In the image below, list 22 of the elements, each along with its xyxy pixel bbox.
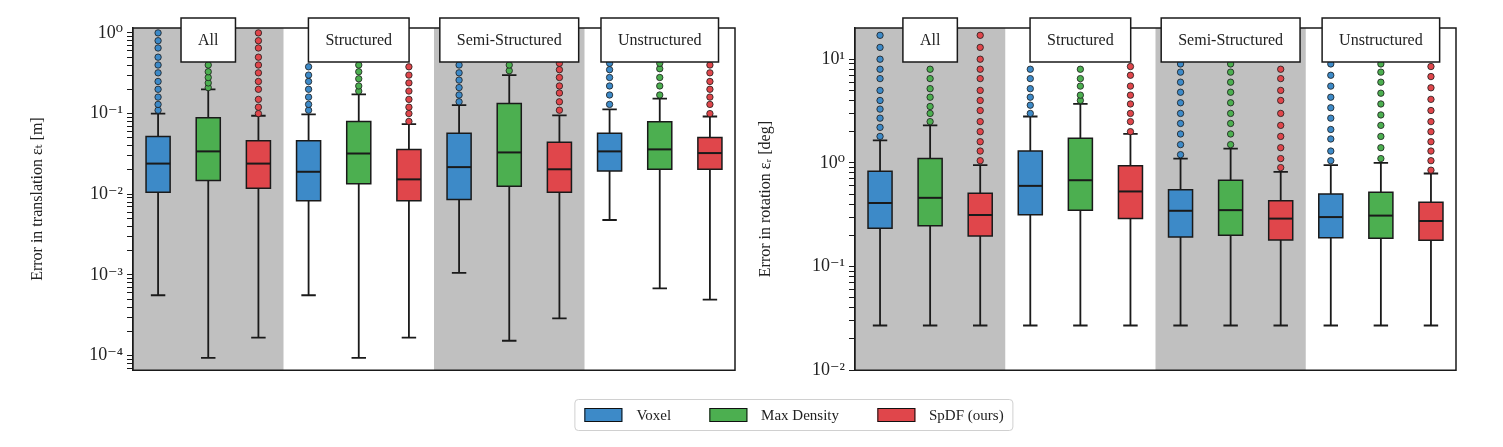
x-tick-label: Semi-Structured — [456, 31, 562, 49]
y-tick-label: 10⁻² — [812, 358, 845, 379]
x-tick-label: Structured — [1047, 31, 1114, 49]
y-tick-label: 10⁻³ — [90, 263, 124, 284]
x-tick-label: All — [198, 31, 220, 49]
y-tick-label: 10⁻¹ — [812, 255, 845, 276]
x-tick-label: Structured — [325, 31, 393, 49]
legend-label: SpDF (ours) — [929, 406, 1004, 424]
x-tick-label: All — [919, 31, 941, 49]
legend-label: Max Density — [761, 406, 840, 424]
y-tick-label: 10¹ — [821, 47, 845, 68]
legend-label: Voxel — [636, 406, 672, 424]
y-tick-label: 10⁻² — [90, 183, 123, 203]
x-tick-label: Unstructured — [617, 31, 702, 49]
x-tick-label: Semi-Structured — [1178, 31, 1284, 49]
y-tick-label: 10⁻¹ — [90, 102, 123, 123]
y-tick-label: 10⁻⁴ — [89, 344, 123, 365]
y-axis-title: Error in rotation εᵣ [deg] — [755, 121, 774, 278]
y-tick-label: 10⁰ — [97, 21, 123, 42]
x-tick-label: Unstructured — [1339, 31, 1423, 49]
y-axis-title: Error in translation εₜ [m] — [27, 117, 45, 281]
y-tick-label: 10⁰ — [819, 151, 845, 172]
